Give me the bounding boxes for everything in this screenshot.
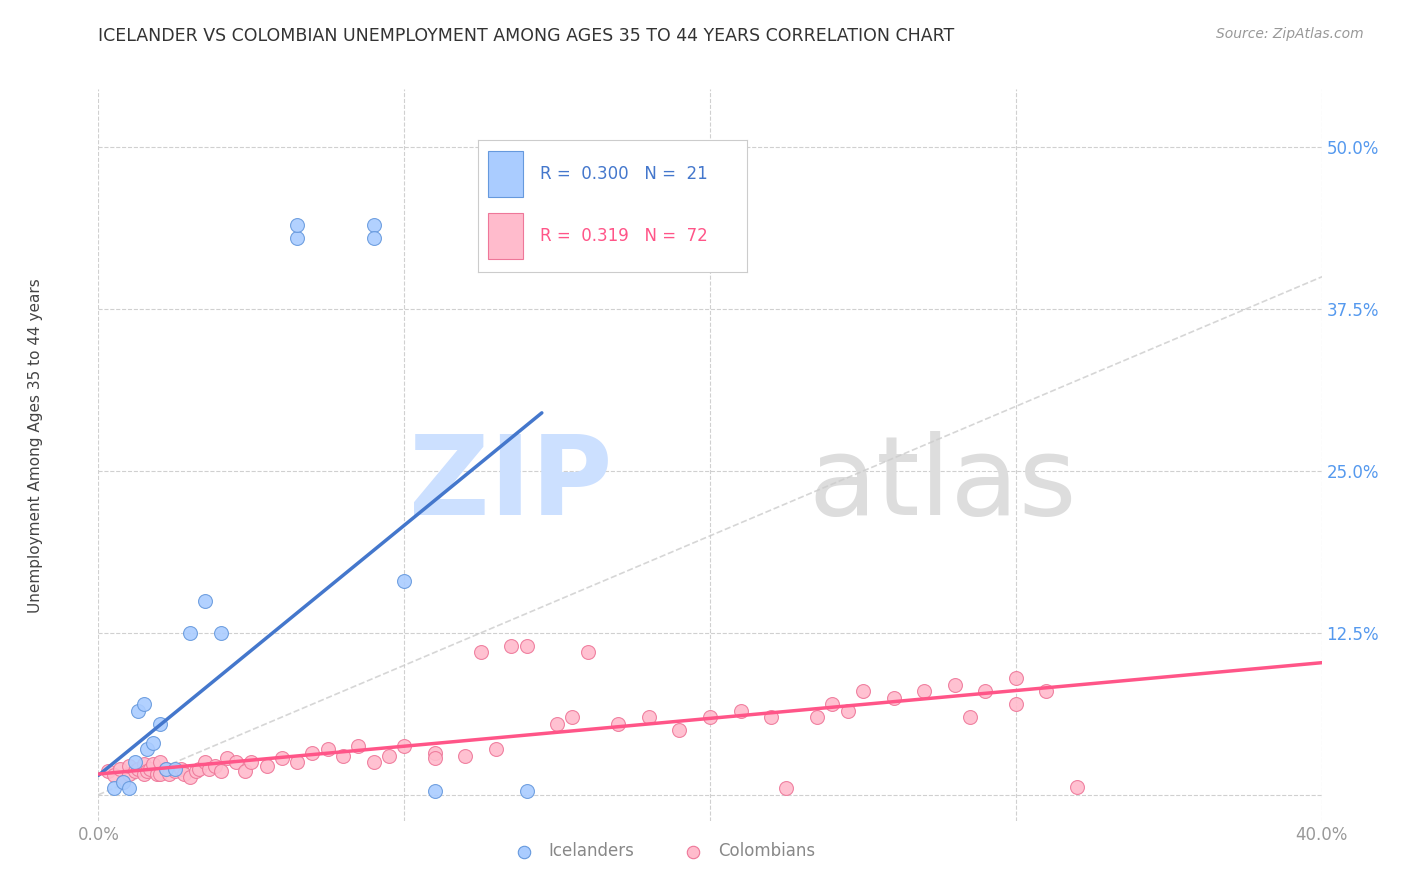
Point (124, 764, 146, 779)
Point (516, 639, 538, 653)
Point (179, 626, 201, 640)
Point (170, 762, 193, 776)
Point (501, 639, 523, 653)
Point (111, 774, 134, 789)
Point (363, 231, 385, 245)
Point (423, 784, 446, 798)
Point (225, 756, 247, 770)
Legend: Icelanders, Colombians: Icelanders, Colombians (501, 836, 821, 867)
Point (363, 218, 385, 232)
Point (470, 645, 492, 659)
Point (546, 716, 568, 731)
Text: Unemployment Among Ages 35 to 44 years: Unemployment Among Ages 35 to 44 years (28, 278, 42, 614)
Point (561, 710, 583, 724)
Point (149, 767, 172, 781)
Point (821, 697, 844, 711)
Point (316, 742, 339, 756)
Point (118, 781, 141, 796)
Point (392, 574, 416, 589)
Point (637, 710, 661, 724)
Point (163, 762, 186, 776)
Point (1004, 697, 1026, 711)
Point (454, 748, 477, 763)
Point (883, 690, 905, 705)
Point (155, 762, 177, 776)
Point (1066, 780, 1088, 794)
Text: atlas: atlas (808, 431, 1077, 538)
Point (256, 759, 278, 773)
Point (108, 762, 131, 776)
Point (155, 762, 177, 776)
Point (194, 593, 217, 607)
Point (127, 704, 149, 718)
Point (142, 736, 165, 750)
Point (959, 710, 981, 724)
Point (392, 739, 416, 753)
Point (188, 762, 211, 776)
Point (699, 710, 721, 724)
Point (943, 678, 966, 692)
Point (912, 684, 935, 698)
Point (730, 704, 752, 718)
Point (516, 784, 538, 798)
Point (332, 748, 354, 763)
Point (186, 764, 208, 779)
Point (179, 770, 201, 784)
Point (215, 751, 238, 765)
Point (759, 710, 782, 724)
Point (103, 768, 125, 782)
Point (157, 767, 180, 781)
Point (194, 756, 217, 770)
Point (136, 764, 159, 779)
Point (197, 762, 219, 776)
Point (1004, 671, 1026, 685)
Point (363, 756, 385, 770)
Point (806, 710, 828, 724)
Point (607, 716, 630, 731)
Point (974, 684, 997, 698)
Point (118, 759, 141, 773)
Point (285, 756, 308, 770)
Text: Source: ZipAtlas.com: Source: ZipAtlas.com (1216, 27, 1364, 41)
Point (118, 767, 141, 781)
Point (209, 626, 232, 640)
Point (270, 751, 292, 765)
Point (173, 767, 195, 781)
Point (285, 218, 308, 232)
Point (837, 704, 859, 718)
Point (97, 764, 120, 779)
Point (136, 742, 159, 756)
Point (163, 764, 186, 779)
Point (139, 762, 162, 776)
Point (347, 739, 370, 753)
Point (127, 762, 149, 776)
Point (233, 764, 256, 779)
Point (852, 684, 875, 698)
Point (285, 231, 308, 245)
Text: ZIP: ZIP (409, 431, 612, 538)
Point (775, 781, 797, 796)
Point (134, 756, 156, 771)
Point (668, 723, 690, 737)
Point (142, 756, 165, 771)
Point (378, 748, 401, 763)
Point (485, 742, 508, 756)
Point (1035, 684, 1057, 698)
Point (423, 751, 446, 765)
Point (209, 764, 232, 779)
Point (111, 774, 134, 789)
Point (240, 756, 263, 770)
Point (134, 697, 156, 711)
Text: ICELANDER VS COLOMBIAN UNEMPLOYMENT AMONG AGES 35 TO 44 YEARS CORRELATION CHART: ICELANDER VS COLOMBIAN UNEMPLOYMENT AMON… (98, 27, 955, 45)
Point (301, 747, 323, 761)
Point (124, 756, 146, 770)
Point (204, 759, 226, 773)
Point (145, 767, 167, 781)
Point (149, 756, 172, 770)
Point (103, 781, 125, 796)
Point (149, 716, 172, 731)
Point (134, 767, 156, 781)
Point (423, 747, 446, 761)
Point (576, 645, 599, 659)
